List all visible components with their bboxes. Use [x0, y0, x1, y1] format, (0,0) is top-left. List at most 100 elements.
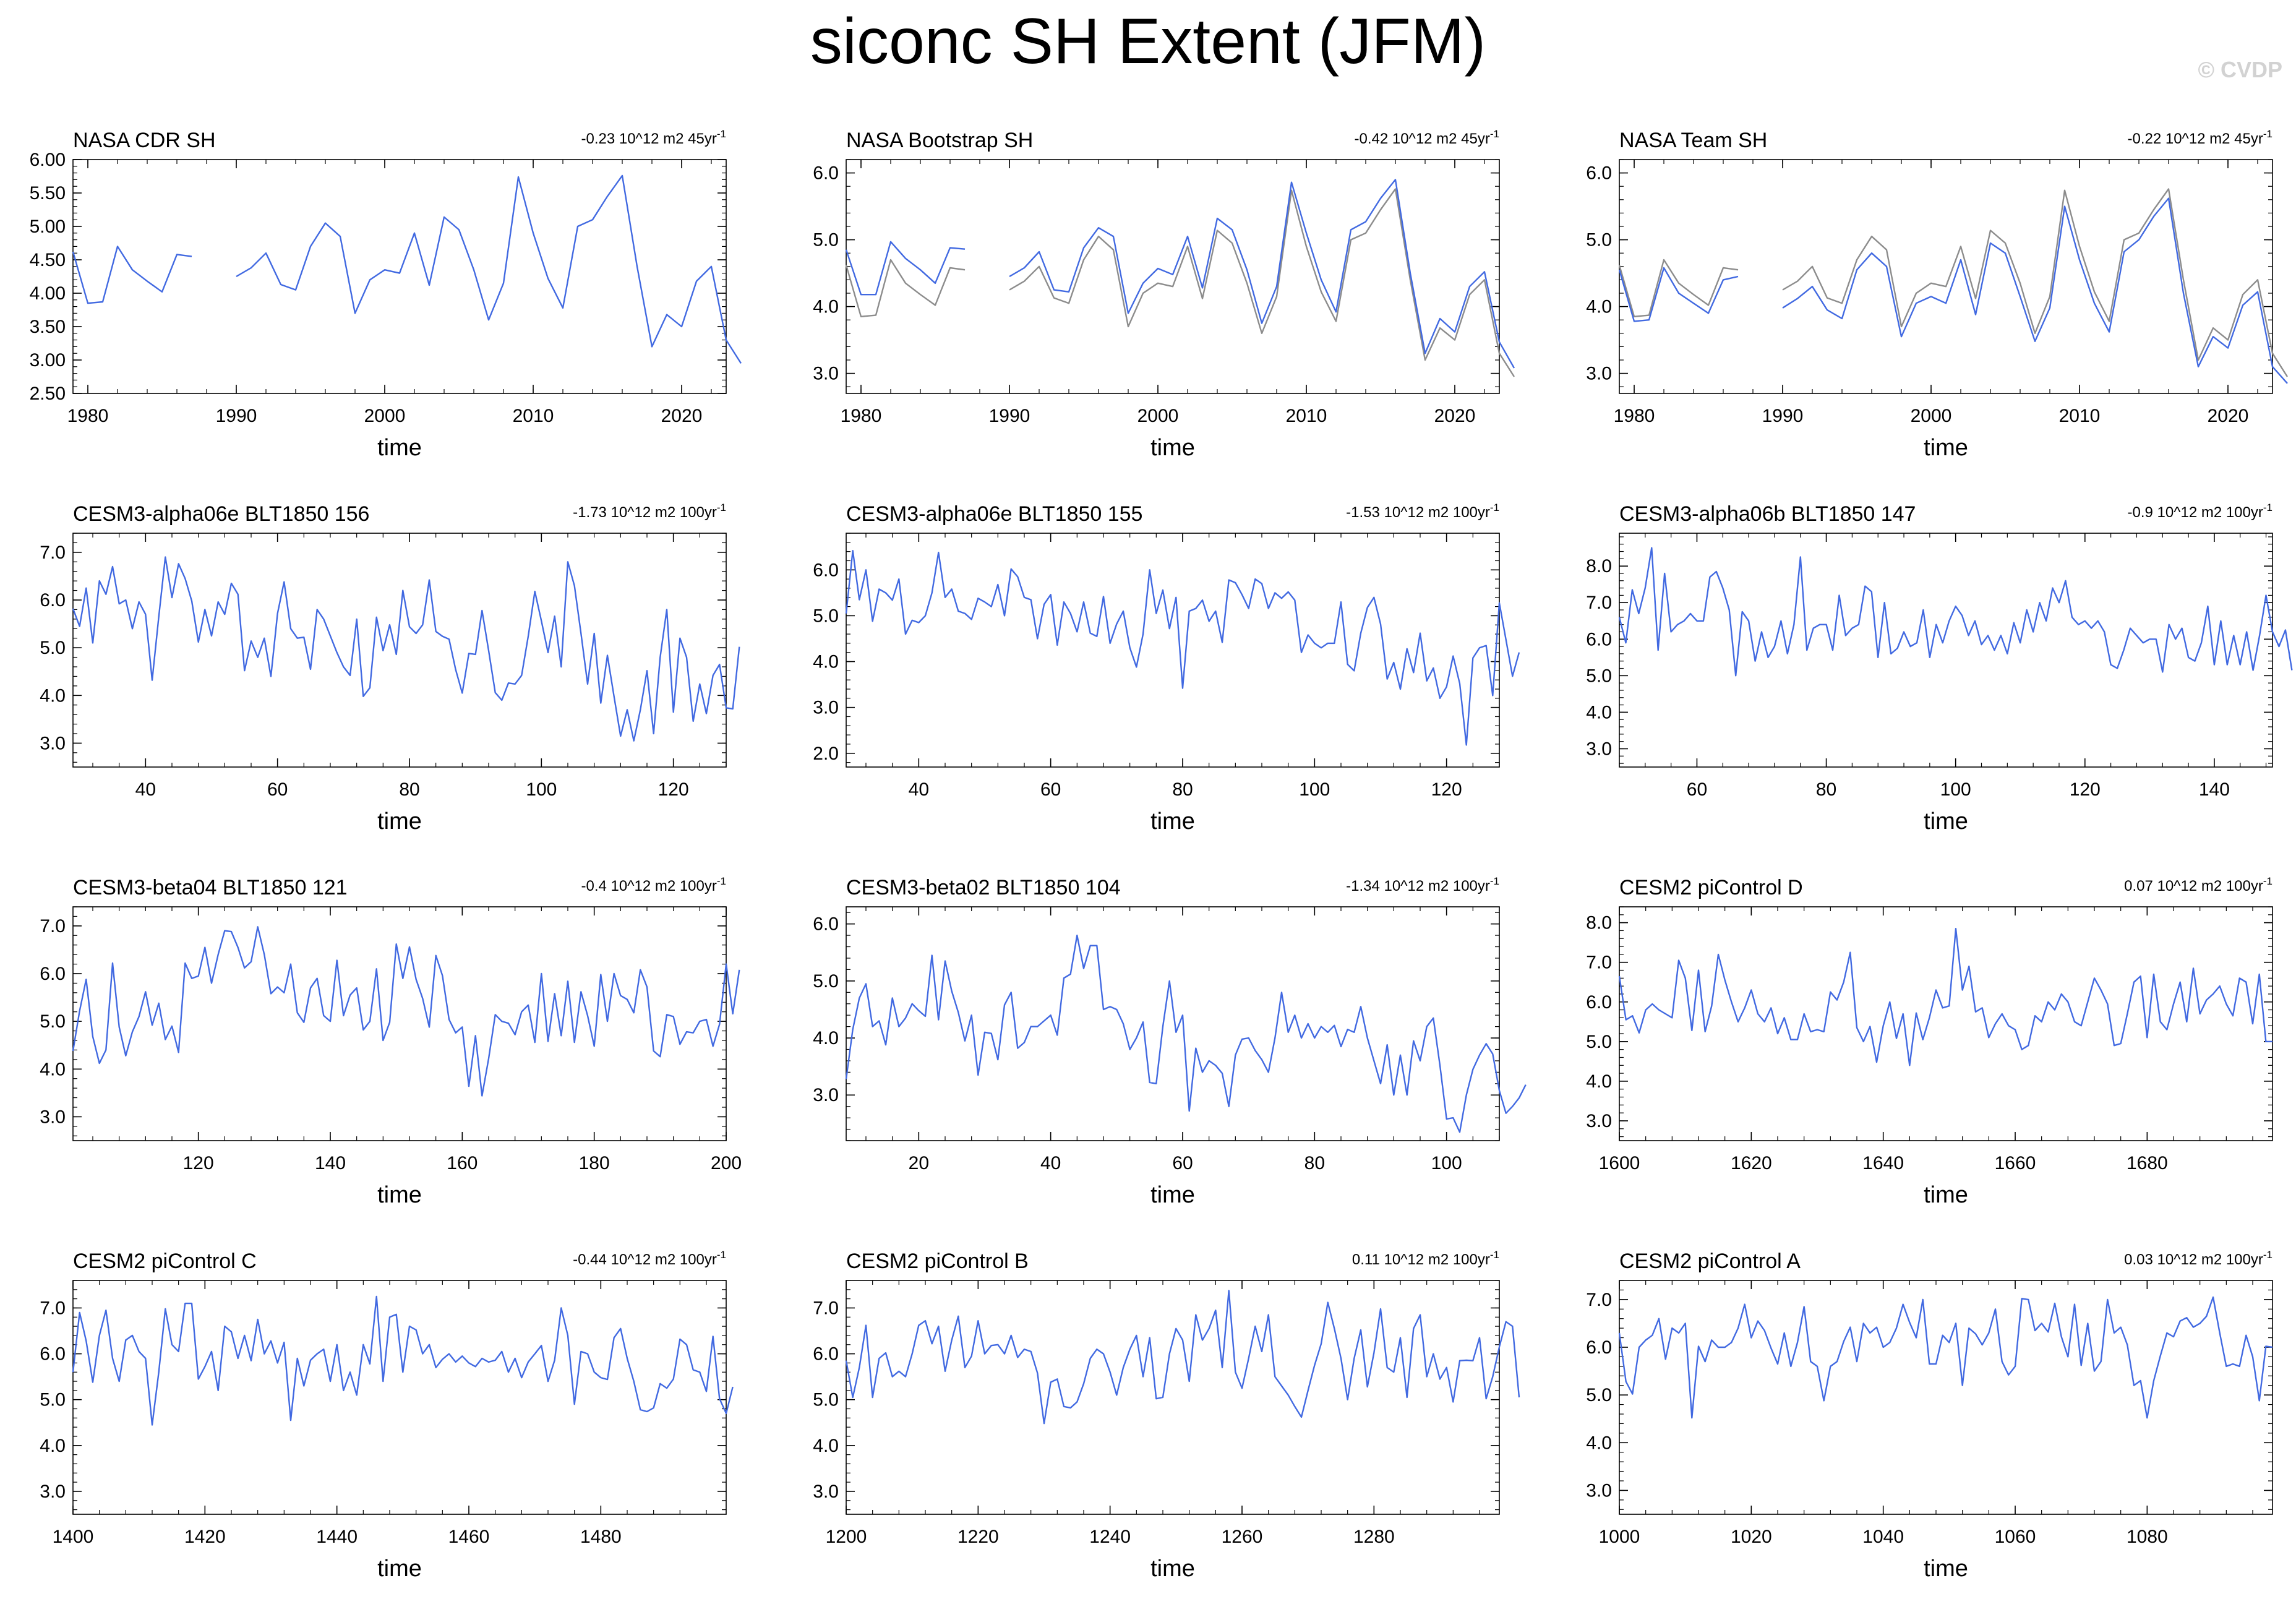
x-axis-label: time	[1150, 435, 1195, 461]
trend-value: -0.44 10^12 m2 100yr	[573, 1251, 717, 1268]
trend-label: -0.44 10^12 m2 100yr-1	[573, 1249, 726, 1268]
trend-label: -0.23 10^12 m2 45yr-1	[581, 128, 726, 147]
x-tick-label: 120	[2070, 779, 2101, 800]
x-tick-label: 80	[1304, 1153, 1325, 1173]
trend-label: -1.53 10^12 m2 100yr-1	[1346, 502, 1499, 521]
y-tick-label: 4.50	[30, 250, 66, 270]
y-tick-label: 4.0	[813, 1436, 839, 1456]
y-tick-label: 6.0	[1586, 1337, 1612, 1358]
y-tick-label: 6.0	[813, 914, 839, 935]
y-tick-label: 3.50	[30, 317, 66, 337]
x-tick-label: 80	[1816, 779, 1836, 800]
y-tick-label: 3.0	[813, 1481, 839, 1502]
x-tick-label: 20	[909, 1153, 929, 1173]
x-tick-label: 1400	[53, 1527, 94, 1547]
trend-exponent: -1	[1490, 875, 1499, 887]
plot-frame	[846, 1280, 1500, 1515]
panel-title: NASA Team SH	[1619, 129, 1767, 152]
y-tick-label: 5.0	[1586, 230, 1612, 251]
x-tick-label: 200	[711, 1153, 742, 1173]
x-axis-label: time	[1924, 1182, 1968, 1208]
y-tick-label: 4.0	[813, 652, 839, 672]
trend-value: 0.11 10^12 m2 100yr	[1352, 1251, 1490, 1268]
trend-value: 0.03 10^12 m2 100yr	[2124, 1251, 2263, 1268]
y-tick-label: 3.0	[40, 733, 66, 753]
y-tick-label: 6.00	[30, 150, 66, 170]
y-tick-label: 6.0	[1586, 629, 1612, 650]
chart-panel: 1600 1620 1640 1660 1680 3.0 4.0 5.0 6.0 7.0 8.0 CE…	[1586, 875, 2273, 1208]
y-tick-label: 2.0	[813, 744, 839, 764]
x-tick-label: 1040	[1862, 1527, 1904, 1547]
x-tick-label: 120	[183, 1153, 214, 1173]
y-tick-label: 3.00	[30, 350, 66, 371]
y-tick-label: 3.0	[813, 364, 839, 384]
series-line-primary	[1618, 547, 2293, 677]
x-tick-label: 1990	[216, 406, 257, 426]
y-tick-label: 3.0	[1586, 364, 1612, 384]
series-line-secondary	[845, 188, 1515, 377]
y-tick-label: 7.0	[40, 916, 66, 937]
plot-frame	[1619, 159, 2273, 394]
x-tick-label: 1980	[841, 406, 882, 426]
y-tick-label: 2.50	[30, 384, 66, 404]
y-tick-label: 5.0	[813, 1390, 839, 1410]
y-tick-label: 4.0	[1586, 1433, 1612, 1453]
trend-label: -0.22 10^12 m2 45yr-1	[2127, 128, 2272, 147]
chart-panel: 1200 1220 1240 1260 1280 3.0 4.0 5.0 6.0 7.0 CESM2…	[813, 1249, 1520, 1582]
plot-frame	[1619, 1280, 2273, 1515]
panel-title: CESM3-alpha06b BLT1850 147	[1619, 502, 1916, 526]
x-tick-label: 1080	[2127, 1527, 2168, 1547]
y-tick-label: 5.00	[30, 217, 66, 237]
trend-value: 0.07 10^12 m2 100yr	[2124, 878, 2263, 894]
panel-title: NASA Bootstrap SH	[846, 129, 1033, 152]
chart-panel: 1000 1020 1040 1060 1080 3.0 4.0 5.0 6.0 7.0 CESM2…	[1586, 1249, 2273, 1582]
x-tick-label: 1460	[448, 1527, 490, 1547]
trend-exponent: -1	[1490, 1249, 1499, 1261]
series-line-primary	[845, 934, 1527, 1133]
trend-exponent: -1	[2263, 875, 2272, 887]
trend-label: 0.07 10^12 m2 100yr-1	[2124, 875, 2272, 894]
x-tick-label: 2000	[364, 406, 406, 426]
trend-value: -1.53 10^12 m2 100yr	[1346, 504, 1490, 521]
x-tick-label: 1980	[67, 406, 109, 426]
y-tick-label: 5.0	[1586, 1385, 1612, 1405]
chart-panel: 1980 1990 2000 2010 2020 3.0 4.0 5.0 6.0 NASA Boo…	[813, 128, 1515, 461]
y-tick-label: 8.0	[1586, 913, 1612, 933]
x-tick-label: 1060	[1995, 1527, 2036, 1547]
x-tick-label: 2020	[661, 406, 703, 426]
x-tick-label: 1240	[1089, 1527, 1131, 1547]
y-tick-label: 3.0	[1586, 1111, 1612, 1131]
x-tick-label: 1480	[580, 1527, 622, 1547]
y-tick-label: 6.0	[40, 964, 66, 984]
chart-panel: 60 80 100 120 140 3.0 4.0 5.0 6.0 7.0 8.0 CESM3-alp…	[1586, 502, 2293, 834]
x-tick-label: 2010	[1286, 406, 1327, 426]
x-tick-label: 180	[579, 1153, 610, 1173]
panel-title: CESM3-alpha06e BLT1850 155	[846, 502, 1142, 526]
series-line-primary	[845, 179, 1515, 369]
trend-exponent: -1	[717, 875, 726, 887]
x-tick-label: 2010	[513, 406, 554, 426]
x-axis-label: time	[377, 1556, 422, 1582]
trend-label: -1.34 10^12 m2 100yr-1	[1346, 875, 1499, 894]
trend-exponent: -1	[717, 1249, 726, 1261]
x-axis-label: time	[377, 1182, 422, 1208]
chart-panel: 40 60 80 100 120 3.0 4.0 5.0 6.0 7.0 CESM3-alpha06…	[40, 502, 740, 834]
x-tick-label: 140	[2199, 779, 2230, 800]
x-tick-label: 60	[1040, 779, 1061, 800]
y-tick-label: 4.0	[1586, 1071, 1612, 1092]
x-tick-label: 1990	[989, 406, 1030, 426]
y-tick-label: 5.0	[40, 1390, 66, 1410]
series-line-primary	[845, 550, 1520, 746]
y-tick-label: 4.00	[30, 283, 66, 304]
x-axis-label: time	[1150, 1182, 1195, 1208]
y-tick-label: 4.0	[813, 1028, 839, 1048]
trend-value: -0.9 10^12 m2 100yr	[2127, 504, 2263, 521]
y-tick-label: 6.0	[40, 590, 66, 611]
page-title: siconc SH Extent (JFM)	[810, 6, 1486, 77]
trend-value: -1.73 10^12 m2 100yr	[573, 504, 717, 521]
y-tick-label: 3.0	[40, 1481, 66, 1502]
y-tick-label: 4.0	[1586, 702, 1612, 722]
panel-title: CESM2 piControl C	[73, 1250, 257, 1273]
plot-frame	[1619, 533, 2273, 768]
